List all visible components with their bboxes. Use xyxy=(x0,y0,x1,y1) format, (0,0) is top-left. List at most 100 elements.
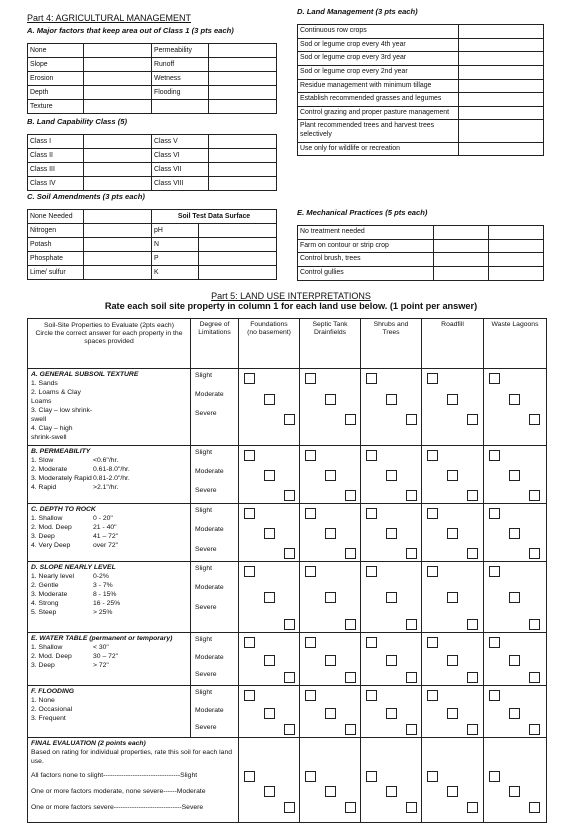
rating-checkbox[interactable] xyxy=(345,723,356,735)
rating-checkbox[interactable] xyxy=(305,770,316,782)
answer-cell[interactable] xyxy=(458,105,544,121)
answer-cell[interactable] xyxy=(83,134,152,149)
rating-checkbox[interactable] xyxy=(489,565,500,577)
answer-cell[interactable] xyxy=(458,141,544,157)
property-option[interactable]: 4. Very Deep over 72" xyxy=(31,542,187,551)
property-option[interactable]: 2. Mod. Deep 21 - 40" xyxy=(31,524,187,533)
rating-checkbox[interactable] xyxy=(325,394,336,405)
property-option[interactable]: 2. Loams & Clay Loams xyxy=(31,389,187,407)
rating-checkbox[interactable] xyxy=(427,565,438,577)
property-option[interactable]: 3. Frequent xyxy=(31,715,187,724)
rating-checkbox[interactable] xyxy=(325,654,336,666)
rating-checkbox[interactable] xyxy=(427,449,438,461)
rating-checkbox[interactable] xyxy=(489,373,500,384)
rating-checkbox[interactable] xyxy=(284,414,295,425)
rating-checkbox[interactable] xyxy=(366,507,377,519)
rating-checkbox[interactable] xyxy=(244,373,255,384)
property-option[interactable]: 5. Steep > 25% xyxy=(31,609,187,618)
property-option[interactable]: 4. Strong 16 - 25% xyxy=(31,600,187,609)
rating-checkbox[interactable] xyxy=(305,507,316,519)
rating-checkbox[interactable] xyxy=(489,449,500,461)
rating-checkbox[interactable] xyxy=(366,449,377,461)
rating-checkbox[interactable] xyxy=(447,785,458,797)
rating-checkbox[interactable] xyxy=(305,636,316,648)
rating-checkbox[interactable] xyxy=(467,618,478,630)
rating-checkbox[interactable] xyxy=(386,394,397,405)
answer-cell[interactable] xyxy=(458,24,544,39)
rating-checkbox[interactable] xyxy=(509,469,520,481)
rating-checkbox[interactable] xyxy=(366,565,377,577)
rating-checkbox[interactable] xyxy=(489,636,500,648)
rating-checkbox[interactable] xyxy=(447,394,458,405)
rating-checkbox[interactable] xyxy=(427,689,438,701)
rating-checkbox[interactable] xyxy=(406,801,417,813)
rating-checkbox[interactable] xyxy=(244,449,255,461)
rating-checkbox[interactable] xyxy=(509,707,520,719)
rating-checkbox[interactable] xyxy=(284,801,295,813)
property-option[interactable]: 2. Occasional xyxy=(31,706,187,715)
answer-cell[interactable] xyxy=(208,162,277,177)
rating-checkbox[interactable] xyxy=(386,469,397,481)
rating-checkbox[interactable] xyxy=(366,689,377,701)
rating-checkbox[interactable] xyxy=(386,785,397,797)
rating-checkbox[interactable] xyxy=(489,770,500,782)
answer-cell[interactable] xyxy=(488,265,544,281)
rating-checkbox[interactable] xyxy=(447,707,458,719)
answer-cell[interactable] xyxy=(198,237,277,252)
property-option[interactable]: 1. Nearly level 0-2% xyxy=(31,573,187,582)
answer-cell[interactable] xyxy=(433,225,489,240)
answer-cell[interactable] xyxy=(208,176,277,191)
property-option[interactable]: 3. Deep > 72" xyxy=(31,662,187,671)
answer-cell[interactable] xyxy=(83,176,152,191)
answer-cell[interactable] xyxy=(83,43,152,58)
property-option[interactable]: 3. Moderately Rapid 0.81-2.0"/hr. xyxy=(31,475,187,484)
rating-checkbox[interactable] xyxy=(325,591,336,603)
rating-checkbox[interactable] xyxy=(305,373,316,384)
answer-cell[interactable] xyxy=(83,223,152,238)
rating-checkbox[interactable] xyxy=(366,636,377,648)
rating-checkbox[interactable] xyxy=(406,723,417,735)
answer-cell[interactable] xyxy=(488,225,544,240)
rating-checkbox[interactable] xyxy=(447,591,458,603)
rating-checkbox[interactable] xyxy=(509,394,520,405)
answer-cell[interactable] xyxy=(458,37,544,53)
rating-checkbox[interactable] xyxy=(447,469,458,481)
rating-checkbox[interactable] xyxy=(509,654,520,666)
answer-cell[interactable] xyxy=(458,78,544,94)
rating-checkbox[interactable] xyxy=(284,547,295,559)
rating-checkbox[interactable] xyxy=(509,591,520,603)
rating-checkbox[interactable] xyxy=(406,547,417,559)
rating-checkbox[interactable] xyxy=(467,723,478,735)
answer-cell[interactable] xyxy=(83,209,152,224)
rating-checkbox[interactable] xyxy=(264,654,275,666)
rating-checkbox[interactable] xyxy=(264,591,275,603)
rating-checkbox[interactable] xyxy=(244,770,255,782)
answer-cell[interactable] xyxy=(208,57,277,72)
rating-checkbox[interactable] xyxy=(345,618,356,630)
answer-cell[interactable] xyxy=(433,238,489,254)
answer-cell[interactable] xyxy=(83,71,152,86)
rating-checkbox[interactable] xyxy=(345,414,356,425)
property-option[interactable]: 2. Mod. Deep 30 – 72" xyxy=(31,653,187,662)
rating-checkbox[interactable] xyxy=(325,785,336,797)
rating-checkbox[interactable] xyxy=(284,489,295,501)
rating-checkbox[interactable] xyxy=(529,671,540,683)
answer-cell[interactable] xyxy=(208,99,277,114)
rating-checkbox[interactable] xyxy=(489,507,500,519)
answer-cell[interactable] xyxy=(458,119,544,143)
answer-cell[interactable] xyxy=(433,265,489,281)
rating-checkbox[interactable] xyxy=(345,547,356,559)
answer-cell[interactable] xyxy=(83,162,152,177)
answer-cell[interactable] xyxy=(83,237,152,252)
rating-checkbox[interactable] xyxy=(529,723,540,735)
answer-cell[interactable] xyxy=(488,238,544,254)
answer-cell[interactable] xyxy=(458,51,544,66)
property-option[interactable]: 3. Clay – low shrink-swell xyxy=(31,407,187,425)
rating-checkbox[interactable] xyxy=(305,449,316,461)
answer-cell[interactable] xyxy=(488,252,544,267)
rating-checkbox[interactable] xyxy=(345,671,356,683)
answer-cell[interactable] xyxy=(83,57,152,72)
rating-checkbox[interactable] xyxy=(529,618,540,630)
rating-checkbox[interactable] xyxy=(467,414,478,425)
property-option[interactable]: 1. Shallow 0 - 20" xyxy=(31,515,187,524)
